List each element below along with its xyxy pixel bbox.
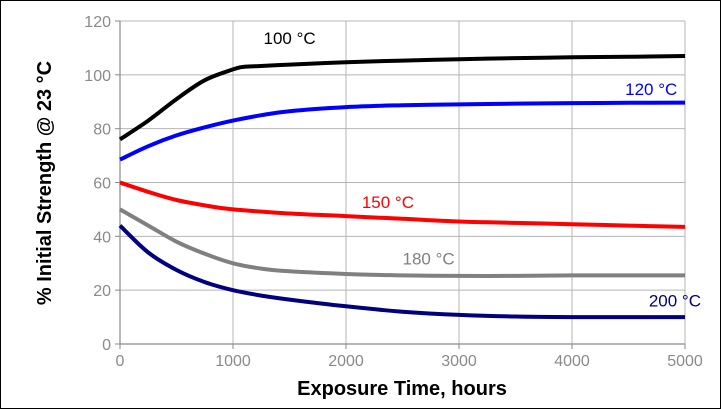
tick-labels: 0 1000 2000 3000 4000 5000 0 20 40 60 80 100 120 <box>84 14 703 370</box>
x-tick-label: 2000 <box>328 353 364 370</box>
series-label-3: 180 °C <box>403 250 455 269</box>
x-tick-label: 1000 <box>215 353 251 370</box>
y-tick-label: 100 <box>84 68 111 85</box>
x-tick-label: 0 <box>116 353 125 370</box>
grid <box>120 20 686 344</box>
y-tick-label: 20 <box>93 283 111 300</box>
series-label-1: 120 °C <box>625 80 677 99</box>
y-tick-label: 80 <box>93 122 111 139</box>
series-line-3 <box>119 207 685 278</box>
x-tick-label: 5000 <box>667 353 703 370</box>
y-tick-label: 120 <box>84 14 111 31</box>
y-tick-label: 0 <box>102 337 111 354</box>
series-line-2 <box>119 180 686 229</box>
series-labels: 100 °C 120 °C 150 °C 180 °C 200 °C <box>264 29 702 310</box>
y-tick-label: 40 <box>93 229 111 246</box>
y-tick-label: 60 <box>93 176 111 193</box>
y-axis-title: % Initial Strength @ 23 °C <box>34 61 56 305</box>
series-label-0: 100 °C <box>264 29 316 48</box>
x-tick-label: 3000 <box>441 353 477 370</box>
series-label-2: 150 °C <box>362 193 414 212</box>
series-line-4 <box>118 224 685 320</box>
series-lines <box>118 54 686 320</box>
x-tick-label: 4000 <box>554 353 590 370</box>
series-line-0 <box>118 54 686 142</box>
series-line-1 <box>119 100 686 162</box>
series-label-4: 200 °C <box>649 291 701 310</box>
x-axis-title: Exposure Time, hours <box>297 378 507 400</box>
